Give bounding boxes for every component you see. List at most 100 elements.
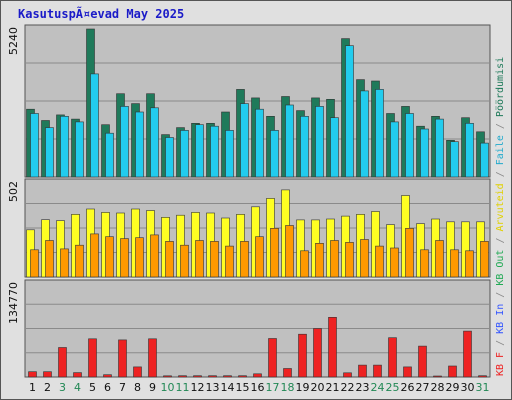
legend-entry-9: / [495,117,506,135]
bar-middle-2-day-14 [225,245,234,278]
bar-middle-2-day-24 [375,245,384,278]
bar-top-2-day-30 [465,123,474,178]
bar-top-2-day-24 [375,89,384,178]
bar-bottom-1-day-4 [73,372,82,378]
bar-bottom-1-day-9 [148,338,157,378]
bar-top-2-day-20 [315,106,324,178]
bar-bottom-1-day-7 [118,339,127,378]
day-label-10: 10 [161,381,175,394]
bar-middle-2-day-20 [315,243,324,278]
legend-entry-3: / [495,286,506,304]
day-label-9: 9 [149,381,156,394]
day-label-13: 13 [206,381,220,394]
bar-middle-2-day-2 [45,240,54,278]
bar-top-2-day-6 [105,132,114,178]
bar-bottom-1-day-21 [328,316,337,378]
bar-middle-2-day-4 [75,244,84,278]
day-label-26: 26 [401,381,415,394]
bar-bottom-1-day-15 [238,375,247,378]
day-label-25: 25 [386,381,400,394]
bar-bottom-1-day-18 [283,368,292,378]
day-label-11: 11 [176,381,190,394]
bar-bottom-1-day-13 [208,375,217,378]
day-label-5: 5 [89,381,96,394]
day-label-2: 2 [44,381,51,394]
day-label-17: 17 [266,381,280,394]
day-label-12: 12 [191,381,205,394]
day-label-16: 16 [251,381,265,394]
bar-top-2-day-23 [360,90,369,178]
legend-entry-8: Faile [495,135,506,165]
bar-bottom-1-day-10 [163,375,172,378]
y-max-label-bottom: 134770 [7,282,20,324]
bar-top-2-day-9 [150,107,159,178]
bar-middle-2-day-11 [180,244,189,278]
day-label-8: 8 [134,381,141,394]
bar-middle-2-day-21 [330,240,339,278]
panel-middle [24,178,491,278]
bar-top-2-day-2 [45,127,54,178]
bar-top-2-day-18 [285,104,294,178]
day-label-27: 27 [416,381,430,394]
bar-middle-2-day-6 [105,236,114,278]
chart-title: KasutuspÃ¤evad May 2025 [18,7,185,21]
bar-bottom-1-day-17 [268,338,277,378]
bar-middle-2-day-25 [390,247,399,278]
bar-top-2-day-17 [270,130,279,178]
bar-middle-2-day-28 [435,240,444,278]
day-label-3: 3 [59,381,66,394]
bar-top-2-day-8 [135,111,144,178]
bar-middle-2-day-3 [60,248,69,278]
bar-top-2-day-12 [195,124,204,178]
bar-middle-2-day-13 [210,241,219,278]
bar-bottom-1-day-12 [193,375,202,378]
bar-middle-2-day-10 [165,241,174,278]
bar-middle-2-day-16 [255,236,264,278]
bar-bottom-1-day-11 [178,375,187,378]
panel-top [24,24,491,178]
day-label-30: 30 [461,381,475,394]
bar-middle-2-day-31 [480,241,489,278]
bar-top-2-day-14 [225,130,234,178]
bar-middle-2-day-30 [465,250,474,278]
bar-middle-2-day-7 [120,238,129,278]
bar-bottom-1-day-23 [358,364,367,378]
bar-bottom-1-day-5 [88,338,97,378]
bar-bottom-1-day-29 [448,365,457,378]
legend-entry-10: Pöördumisi [495,57,506,117]
day-label-24: 24 [371,381,385,394]
day-label-29: 29 [446,381,460,394]
bar-bottom-1-day-31 [478,375,487,378]
bar-top-2-day-1 [30,113,39,178]
bar-bottom-1-day-2 [43,371,52,378]
bar-top-2-day-11 [180,130,189,178]
day-label-18: 18 [281,381,295,394]
bar-middle-2-day-8 [135,237,144,278]
bar-middle-2-day-15 [240,241,249,278]
bar-bottom-1-day-22 [343,372,352,378]
bar-bottom-1-day-19 [298,333,307,378]
day-label-28: 28 [431,381,445,394]
legend-entry-5: / [495,231,506,249]
bar-middle-2-day-9 [150,234,159,278]
bar-bottom-1-day-27 [418,345,427,378]
legend-entry-4: KB Out [495,250,506,286]
day-label-21: 21 [326,381,340,394]
bar-middle-2-day-5 [90,233,99,278]
bar-top-2-day-26 [405,113,414,178]
y-max-label-top: 5240 [7,27,20,55]
day-label-20: 20 [311,381,325,394]
bar-bottom-1-day-8 [133,366,142,378]
bar-top-2-day-28 [435,118,444,178]
bar-top-2-day-16 [255,108,264,178]
day-label-14: 14 [221,381,235,394]
bar-bottom-1-day-3 [58,347,67,378]
bar-top-2-day-27 [420,128,429,178]
legend: KB F / KB In / KB Out / Arvuteid / Faile… [495,57,506,376]
bar-middle-2-day-23 [360,239,369,278]
legend-entry-0: KB F [495,352,506,376]
bar-middle-2-day-29 [450,249,459,278]
bar-bottom-1-day-20 [313,328,322,378]
bar-top-2-day-10 [165,137,174,178]
bar-middle-2-day-22 [345,242,354,278]
